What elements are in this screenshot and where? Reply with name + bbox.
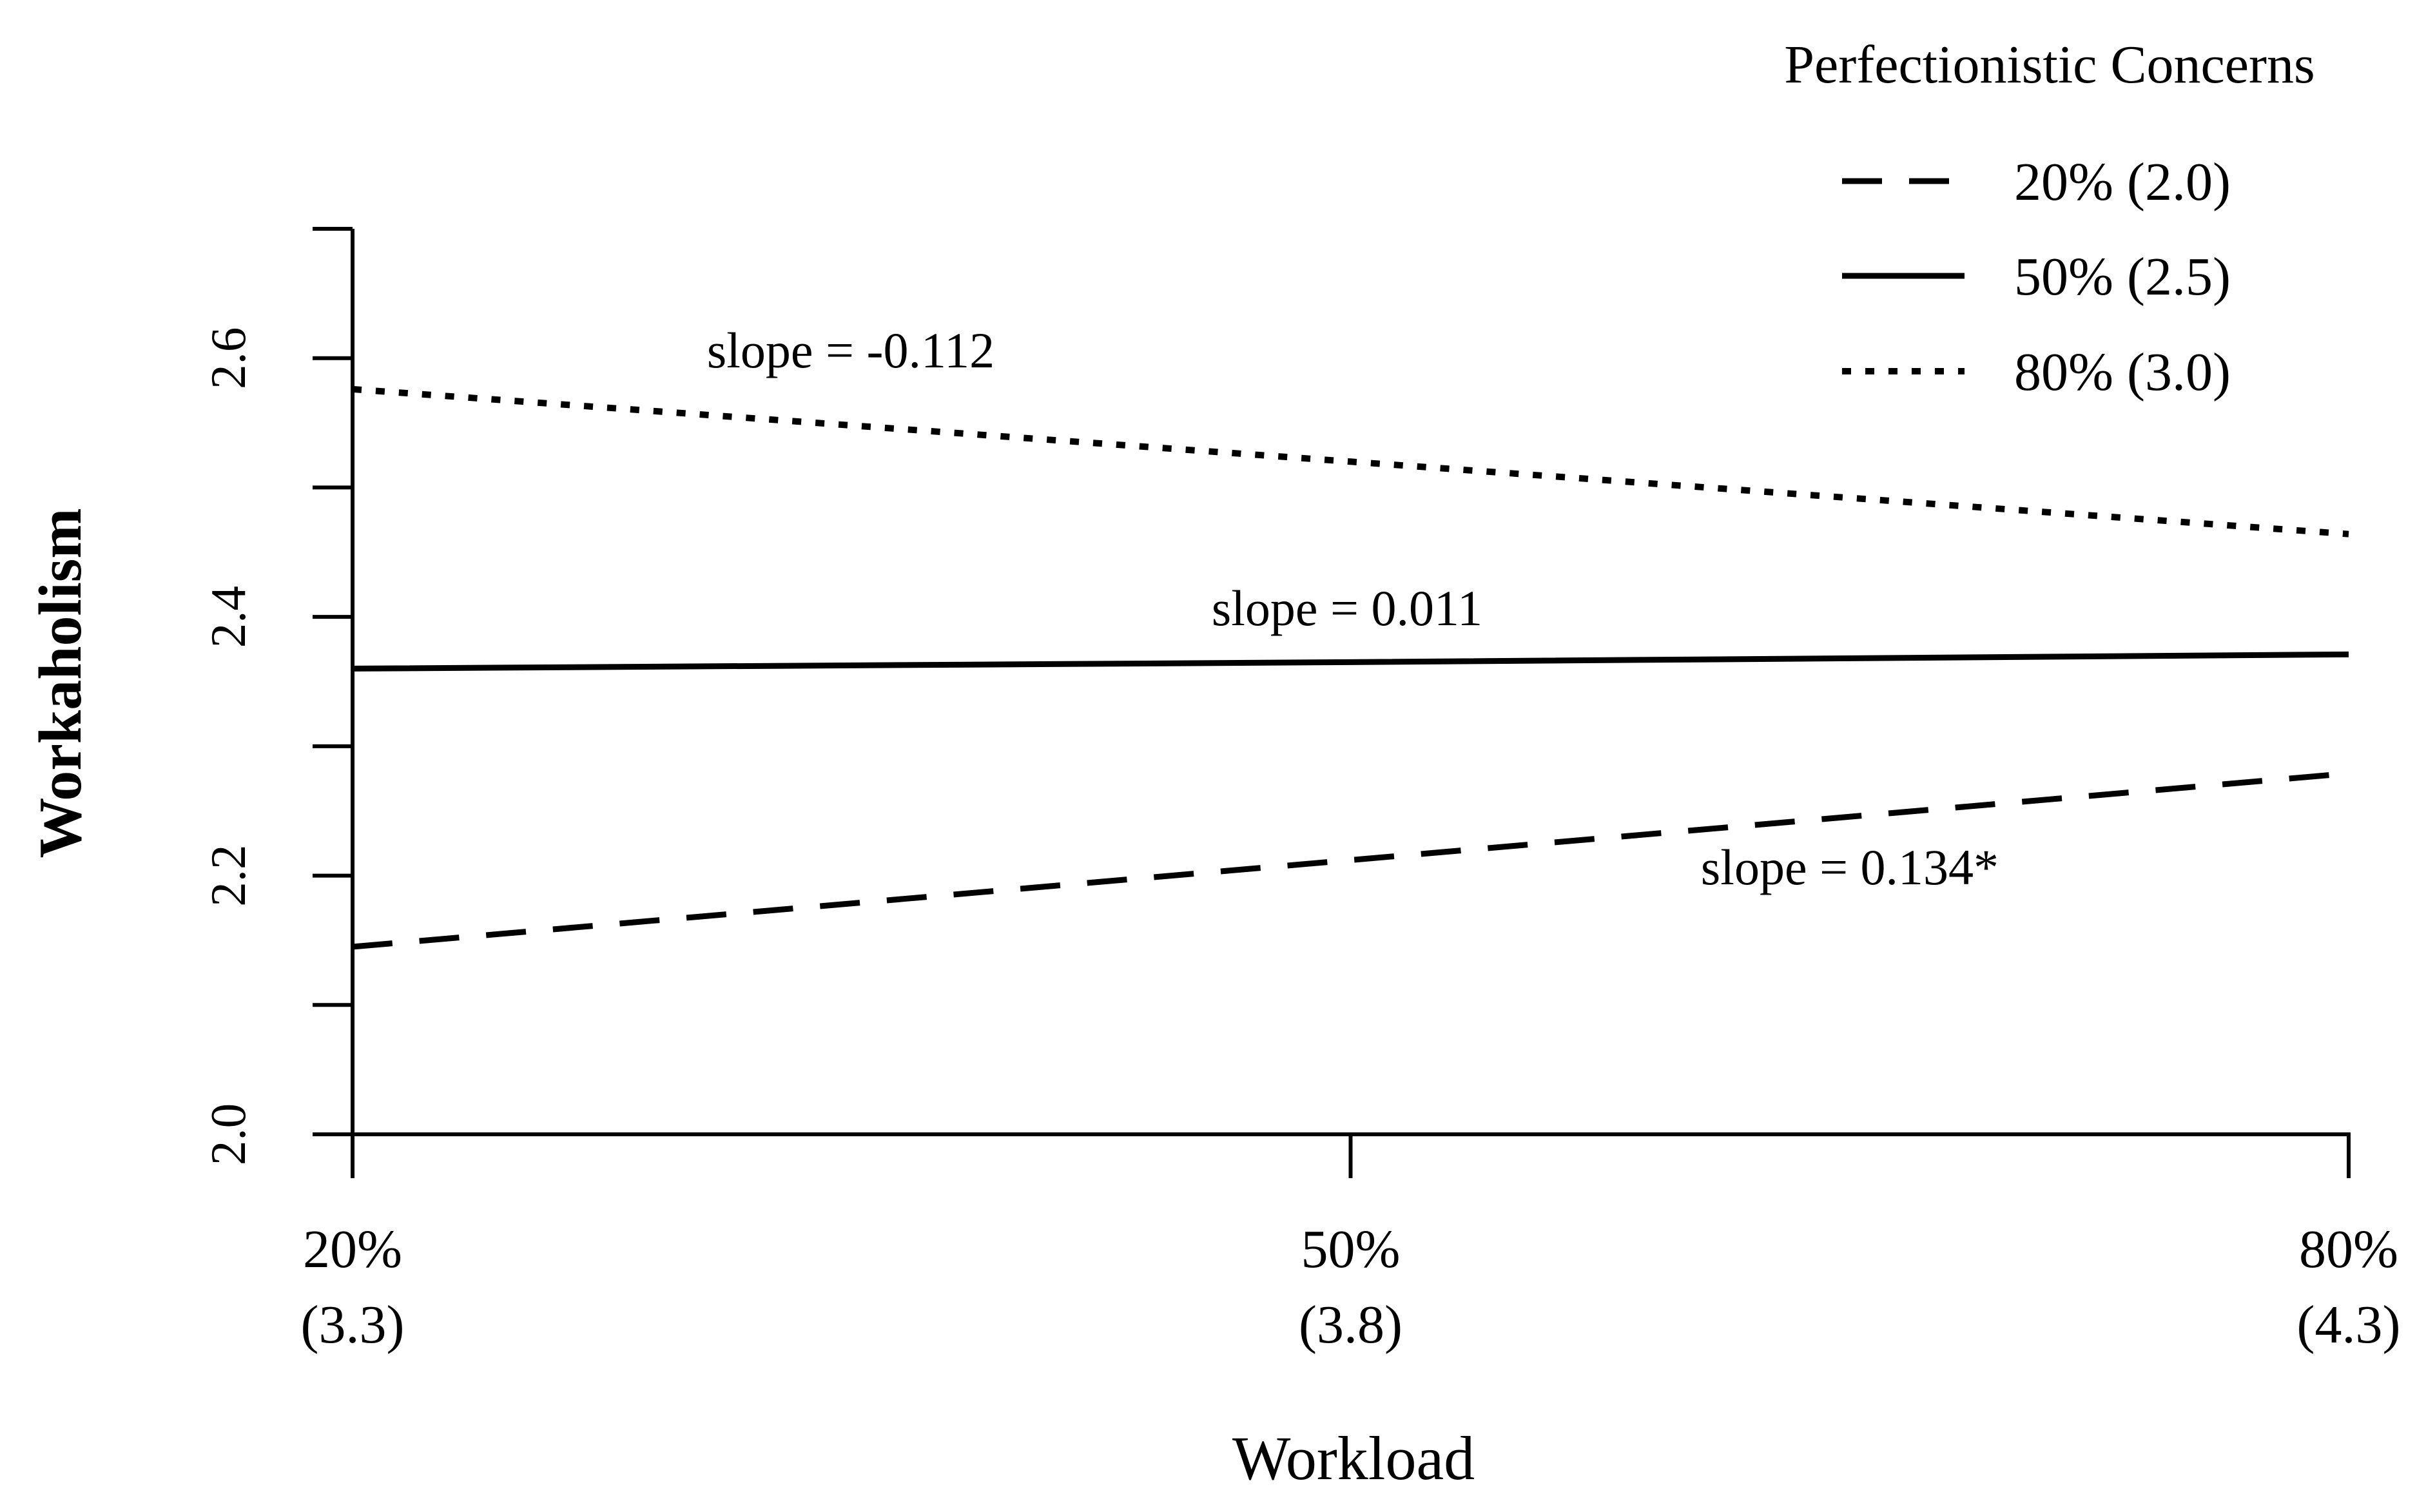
- legend-label-2: 50% (2.5): [2014, 247, 2231, 307]
- legend-label-3: 80% (3.0): [2014, 342, 2231, 402]
- y-axis-title: Workaholism: [27, 508, 94, 858]
- y-tick-label: 2.6: [200, 327, 256, 389]
- y-tick-label: 2.4: [200, 586, 256, 648]
- slope-annotation-2: slope = 0.011: [1212, 580, 1482, 636]
- legend-label-1: 20% (2.0): [2014, 152, 2231, 212]
- slope-annotation-3: slope = -0.112: [707, 322, 995, 378]
- x-tick-sublabel: (3.8): [1299, 1295, 1402, 1355]
- series-line-2: [352, 651, 2349, 672]
- x-tick-label: 50%: [1301, 1219, 1401, 1279]
- y-tick-label: 2.2: [200, 844, 256, 906]
- x-tick-sublabel: (3.3): [301, 1295, 405, 1355]
- legend-title: Perfectionistic Concerns: [1784, 35, 2314, 95]
- x-axis-title: Workload: [1232, 1424, 1475, 1493]
- slope-annotations: slope = 0.134* slope = 0.011 slope = -0.11…: [707, 322, 1999, 895]
- labels: Workload Workaholism 2.0 2.2 2.4 2.6 20% (3.3…: [27, 327, 2400, 1493]
- axes: [313, 227, 2351, 1178]
- slope-annotation-1: slope = 0.134*: [1701, 839, 1999, 895]
- x-tick-label: 20%: [303, 1219, 402, 1279]
- x-tick-sublabel: (4.3): [2297, 1295, 2401, 1355]
- x-tick-label: 80%: [2299, 1219, 2398, 1279]
- legend: Perfectionistic Concerns 20% (2.0) 50% (2…: [1784, 35, 2314, 402]
- series-line-1: [352, 770, 2349, 950]
- series-lines: [352, 385, 2349, 950]
- y-tick-label: 2.0: [200, 1103, 256, 1165]
- series-line-3: [352, 385, 2349, 538]
